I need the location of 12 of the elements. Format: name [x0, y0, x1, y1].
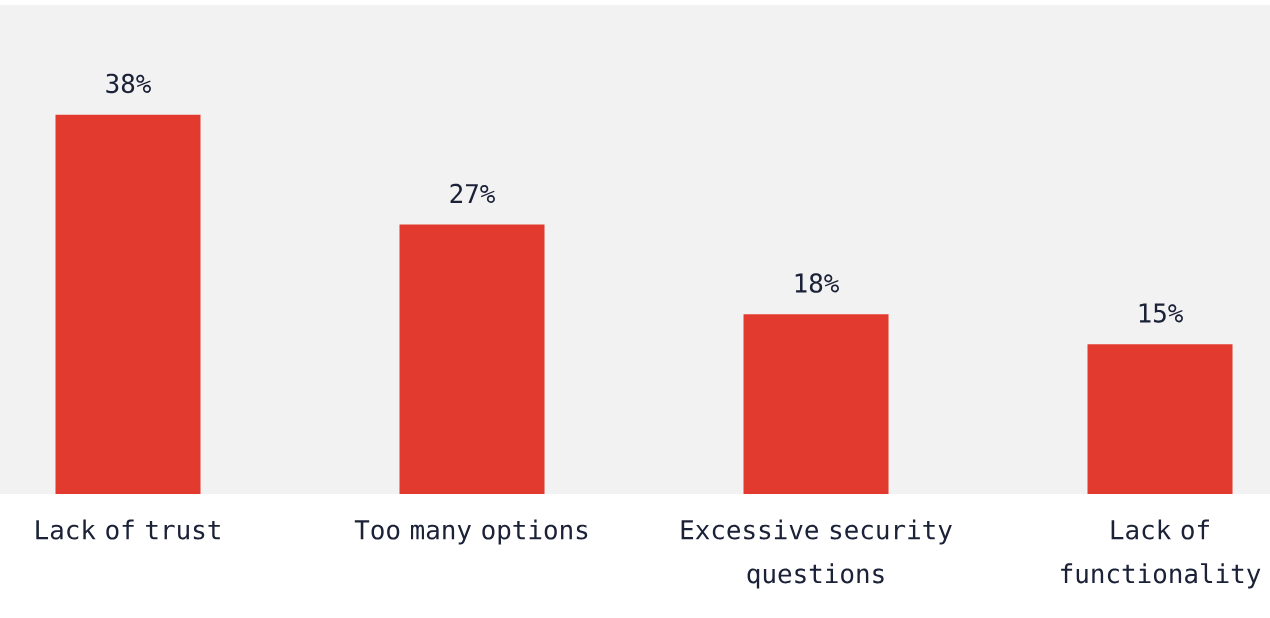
bar	[1087, 344, 1233, 494]
bar	[399, 224, 545, 494]
x-tick-label: Excessive security questions	[681, 519, 952, 589]
data-label: 27%	[450, 183, 495, 204]
x-tick-label: Too many options	[354, 519, 588, 545]
x-tick-label: Lack of trust	[36, 519, 220, 540]
data-label: 15%	[1139, 303, 1183, 323]
x-tick-label: Lack of functionality	[1061, 519, 1261, 589]
bar	[743, 314, 889, 494]
bar	[55, 114, 201, 494]
data-label: 18%	[795, 273, 839, 293]
data-label: 38%	[106, 73, 151, 94]
